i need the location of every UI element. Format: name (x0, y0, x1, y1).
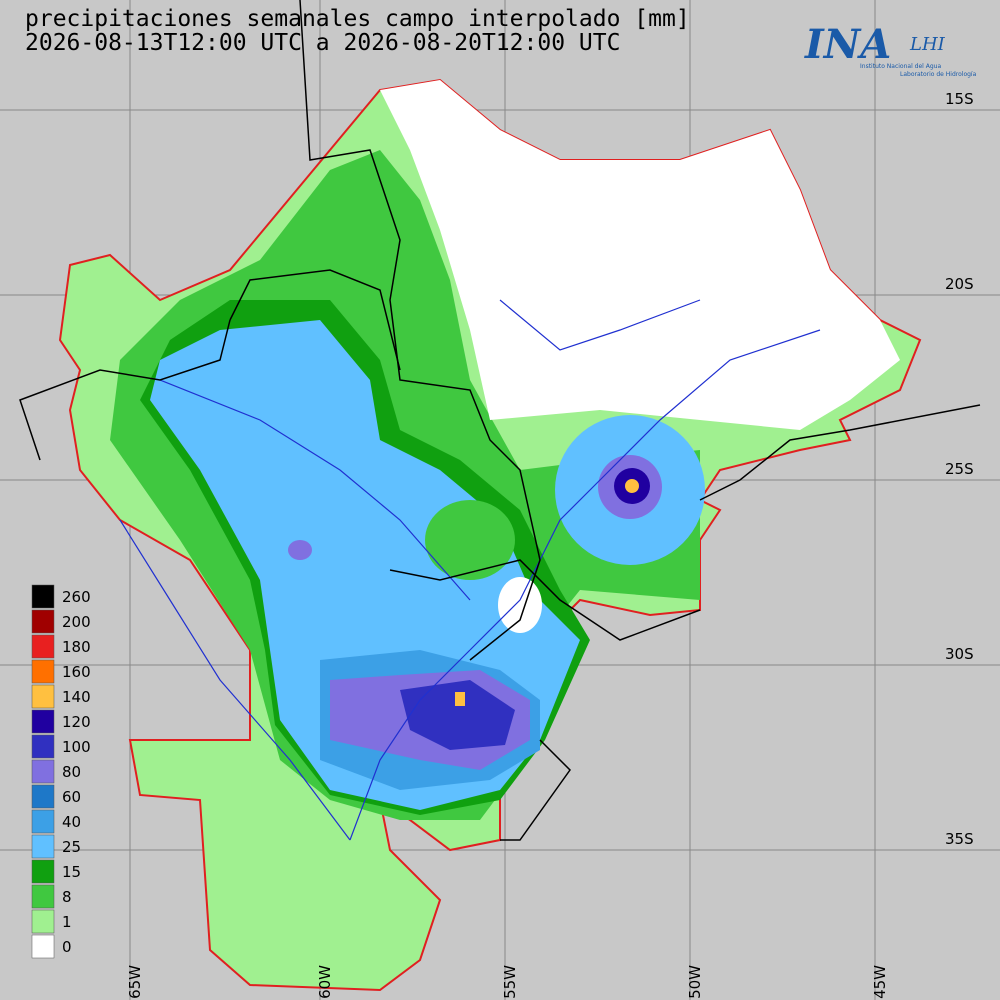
latitude-label: 35S (945, 830, 974, 848)
longitude-label: 50W (686, 965, 704, 999)
borders (19, 0, 981, 841)
legend-swatch (31, 884, 55, 909)
legend-label: 0 (62, 938, 72, 956)
longitude-labels: 65W 60W 55W 50W 45W (126, 965, 889, 999)
legend-swatch (31, 809, 55, 834)
legend-swatch (31, 709, 55, 734)
legend-swatch (31, 784, 55, 809)
logo-line2: Laboratorio de Hidrología (900, 71, 977, 78)
legend-label: 140 (62, 688, 91, 706)
legend-label: 80 (62, 763, 81, 781)
legend-label: 260 (62, 588, 91, 606)
legend-swatch (31, 634, 55, 659)
longitude-label: 65W (126, 965, 144, 999)
legend-swatch (31, 759, 55, 784)
legend-label: 180 (62, 638, 91, 656)
legend: 260 200 180 160 140 120 100 80 60 40 25 15 8 1 0 (31, 584, 91, 959)
rivers (119, 299, 821, 841)
latitude-label: 25S (945, 460, 974, 478)
precipitation-field (58, 78, 922, 992)
legend-swatch (31, 684, 55, 709)
legend-label: 100 (62, 738, 91, 756)
logo-name: INA (804, 21, 891, 68)
legend-label: 60 (62, 788, 81, 806)
legend-label: 200 (62, 613, 91, 631)
legend-label: 160 (62, 663, 91, 681)
legend-label: 15 (62, 863, 81, 881)
longitude-label: 55W (501, 965, 519, 999)
logo-line1: Instituto Nacional del Agua (860, 63, 941, 70)
logo: INA LHI Instituto Nacional del Agua Labo… (804, 21, 977, 78)
legend-swatch (31, 659, 55, 684)
latitude-label: 20S (945, 275, 974, 293)
legend-swatch (31, 834, 55, 859)
legend-swatch (31, 609, 55, 634)
latitude-label: 30S (945, 645, 974, 663)
legend-swatch (31, 734, 55, 759)
title: precipitaciones semanales campo interpol… (25, 6, 690, 32)
logo-sub: LHI (909, 34, 946, 55)
period: 2026-08-13T12:00 UTC a 2026-08-20T12:00 … (25, 30, 620, 56)
legend-swatch (31, 584, 55, 609)
legend-label: 40 (62, 813, 81, 831)
longitude-label: 60W (316, 965, 334, 999)
longitude-label: 45W (871, 965, 889, 999)
legend-label: 8 (62, 888, 72, 906)
legend-label: 1 (62, 913, 72, 931)
legend-label: 25 (62, 838, 81, 856)
legend-label: 120 (62, 713, 91, 731)
legend-swatch (31, 859, 55, 884)
latitude-label: 15S (945, 90, 974, 108)
legend-swatch (31, 909, 55, 934)
latitude-labels: 15S 20S 25S 30S 35S (945, 90, 974, 848)
legend-swatch (31, 934, 55, 959)
